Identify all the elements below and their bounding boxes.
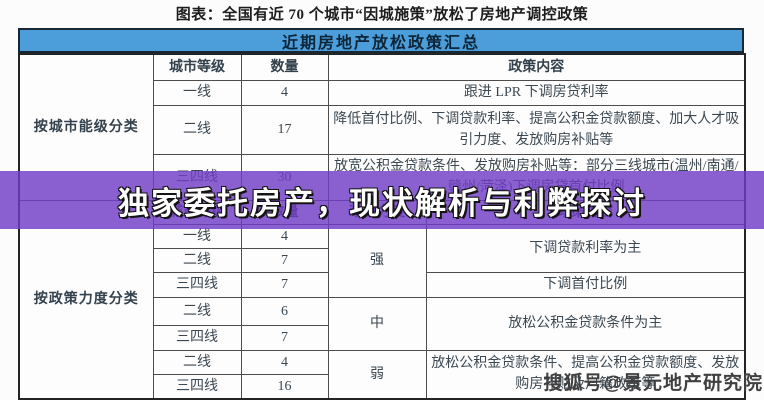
cell-count: 7 (240, 271, 329, 298)
cell-tier: 二线 (152, 349, 242, 375)
cell-policy-content: 放松公积金贷款条件为主 (425, 296, 746, 351)
cell-strength: 中 (327, 296, 427, 351)
figure-caption: 图表：全国有近 70 个城市“因城施策”放松了房地产调控政策 (175, 7, 589, 23)
table-row: 三四线 7 (19, 324, 745, 351)
cell-strength: 强 (327, 223, 427, 298)
headline-banner-text: 独家委托房产，现状解析与利弊探讨 (117, 185, 646, 222)
cell-policy-content: 降低首付比例、下调贷款利率、提高公积金贷款额度、加大人才吸引力度、发放购房补贴等 (327, 104, 746, 155)
table-row: 二线 7 (19, 247, 745, 273)
cell-count: 4 (240, 349, 329, 375)
header-tier: 城市等级 (152, 53, 242, 81)
watermark-text: 搜狐号@景元地产研究院 (543, 373, 763, 394)
cell-count: 7 (240, 247, 329, 273)
cell-policy-content: 放松公积金贷款条件、提高公积金贷款额度、发放购房补贴及户籍政策等 (425, 349, 746, 399)
cell-tier: 三四线 (152, 373, 242, 399)
cell-count: 17 (240, 104, 329, 155)
cell-policy-content: 下调贷款利率为主 (425, 223, 746, 273)
cell-tier: 二线 (152, 296, 242, 326)
cell-tier: 二线 (152, 104, 242, 155)
table-row: 一线 4 跟进 LPR 下调房贷利率 (19, 79, 746, 106)
cell-tier: 一线 (152, 79, 242, 106)
table-row: 二线 4 弱 放松公积金贷款条件、提高公积金贷款额度、发放购房补贴及户籍政策等 (19, 349, 746, 399)
cell-policy-content: 下调首付比例 (425, 271, 746, 298)
table-row: 二线 6 中 放松公积金贷款条件为主 (19, 296, 746, 351)
cell-count: 7 (240, 324, 329, 351)
cell-strength: 弱 (327, 349, 427, 399)
header-content: 政策内容 (327, 53, 746, 81)
cell-tier: 三四线 (152, 324, 242, 351)
cell-tier: 三四线 (152, 271, 242, 298)
cell-policy-content: 跟进 LPR 下调房贷利率 (327, 79, 746, 106)
cell-count: 6 (240, 296, 329, 326)
cell-tier: 二线 (152, 247, 242, 273)
table-row: 三四线 16 (19, 373, 745, 399)
table-title-bar: 近期房地产放松政策汇总 (18, 28, 744, 53)
headline-banner-overlay: 独家委托房产，现状解析与利弊探讨 (0, 171, 764, 229)
cell-count: 16 (240, 373, 329, 399)
section2-label: 按政策力度分类 (18, 199, 154, 399)
header-count: 数量 (240, 53, 329, 81)
cell-count: 4 (240, 79, 329, 106)
table-row: 二线 17 降低首付比例、下调贷款利率、提高公积金贷款额度、加大人才吸引力度、发… (19, 104, 746, 155)
